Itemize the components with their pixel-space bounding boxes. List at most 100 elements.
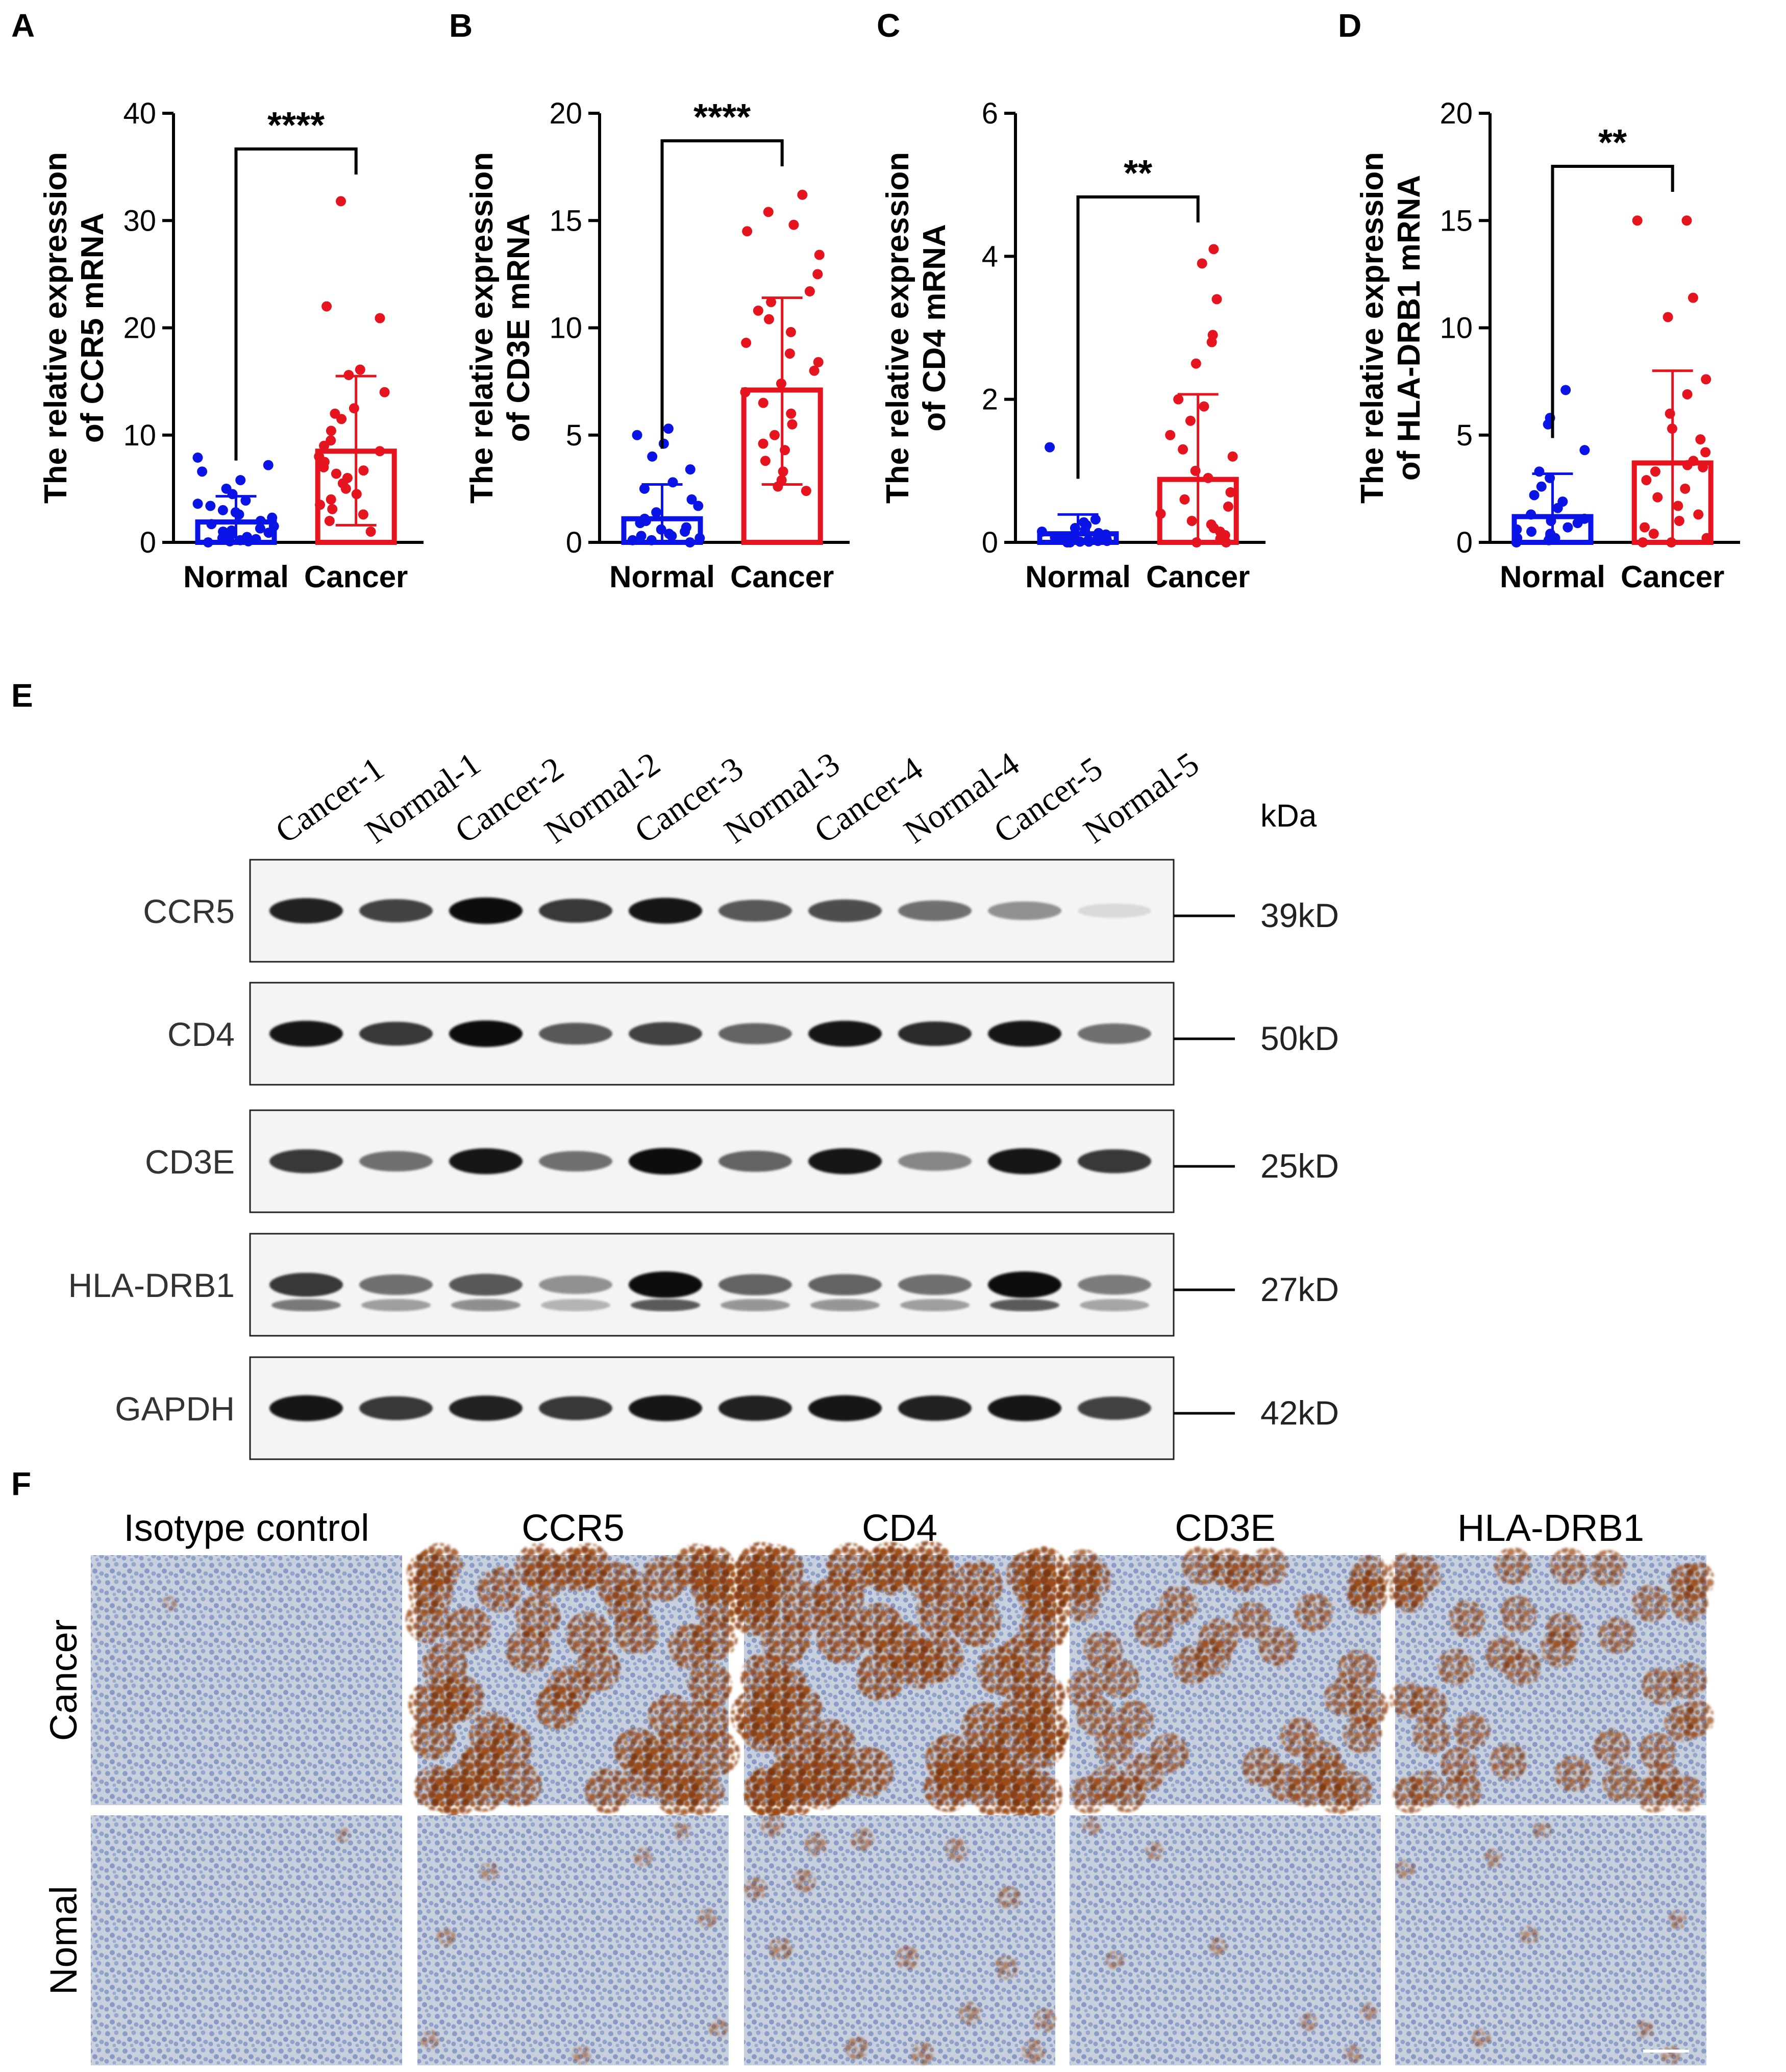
blot-row-cd4: CD4 50kD: [167, 982, 1339, 1086]
ihc-stain: [994, 1956, 1018, 1980]
ihc-stain: [1550, 1547, 1587, 1585]
data-point: [217, 505, 228, 515]
data-point: [375, 446, 385, 457]
blot-band: [988, 1020, 1061, 1047]
data-point: [1638, 537, 1648, 547]
data-point: [1693, 509, 1704, 520]
ihc-stain: [744, 1877, 768, 1901]
data-point: [1562, 522, 1573, 533]
blot-band: [988, 1271, 1061, 1298]
data-point: [758, 438, 768, 449]
blot-band: [988, 901, 1061, 920]
data-point: [1080, 525, 1090, 536]
data-point: [1190, 465, 1201, 476]
data-point: [1045, 442, 1055, 453]
blot-band-lower: [810, 1299, 880, 1311]
ihc-stain: [1437, 1649, 1474, 1686]
blot-band: [359, 1396, 433, 1420]
y-axis-label-line1: The relative expression: [880, 152, 915, 504]
ihc-stain: [687, 1662, 732, 1707]
ihc-stain: [1602, 1765, 1640, 1802]
ihc-stain: [1134, 1609, 1174, 1649]
data-point: [379, 387, 390, 397]
data-point: [1178, 444, 1188, 455]
data-point: [686, 494, 697, 505]
ihc-tissue: [91, 1555, 402, 1805]
ihc-stain: [1396, 1860, 1416, 1880]
data-point: [663, 423, 674, 434]
ihc-stain: [572, 2045, 591, 2065]
blot-band: [1078, 1275, 1151, 1295]
lane-label: Normal-5: [1077, 745, 1206, 851]
ihc-stain: [1083, 1631, 1123, 1670]
ihc-stain: [565, 1543, 611, 1588]
ihc-stain: [1532, 1820, 1552, 1840]
marker-size-label: 42kD: [1260, 1394, 1339, 1432]
ihc-tile: [1070, 1815, 1381, 2065]
protein-label: HLA-DRB1: [68, 1266, 235, 1304]
ihc-stain: [1070, 1775, 1109, 1814]
y-tick-label: 20: [1440, 97, 1473, 130]
ihc-stain: [816, 1614, 866, 1664]
data-point: [778, 466, 788, 477]
ihc-stain: [1182, 1546, 1221, 1585]
data-point: [1223, 501, 1233, 512]
data-point: [636, 531, 647, 541]
ihc-stain: [1150, 1734, 1189, 1773]
ihc-stain: [1639, 1733, 1676, 1770]
ihc-stain: [427, 1767, 473, 1813]
data-point: [1640, 522, 1650, 533]
blot-band: [808, 1020, 882, 1047]
data-point: [1199, 401, 1209, 412]
ihc-stain: [1107, 1774, 1146, 1813]
blot-band: [269, 1149, 343, 1174]
data-point: [240, 495, 251, 506]
ihc-stain: [335, 1827, 351, 1843]
x-tick-label: Cancer: [1621, 560, 1724, 594]
panel-label-c: C: [877, 7, 900, 44]
data-point: [1632, 215, 1643, 226]
y-axis-label-line2: of CD4 mRNA: [917, 224, 952, 431]
blot-band: [1078, 1023, 1151, 1044]
y-tick-label: 10: [549, 312, 582, 345]
blot-band: [898, 1274, 972, 1295]
data-point: [1579, 445, 1590, 456]
data-point: [375, 313, 385, 323]
ihc-stain: [1540, 1630, 1577, 1667]
ihc-stain: [1632, 1585, 1669, 1622]
ihc-stain: [768, 1937, 792, 1960]
data-point: [766, 297, 777, 308]
ihc-stain: [745, 1768, 794, 1817]
blot-band: [629, 1148, 702, 1175]
ihc-stain: [683, 1697, 729, 1742]
data-point: [1648, 529, 1659, 539]
y-tick-label: 4: [982, 240, 998, 273]
data-point: [230, 507, 241, 518]
data-point: [1663, 312, 1673, 322]
protein-label: CCR5: [143, 892, 235, 930]
data-point: [632, 430, 642, 440]
blot-band: [359, 1151, 433, 1172]
data-point: [1674, 515, 1684, 526]
blot-band-lower: [990, 1299, 1059, 1311]
blot-band: [539, 1396, 612, 1420]
blot-band: [359, 899, 433, 922]
ihc-stain: [1022, 2039, 1046, 2063]
blot-band: [359, 1021, 433, 1046]
ihc-stain: [673, 1821, 692, 1841]
data-point: [758, 397, 768, 408]
data-point: [1534, 466, 1545, 477]
chart-d: 0 5 10 15 20 The relative expressionof HLA-DR…: [1355, 97, 1740, 594]
blot-band-lower: [631, 1299, 700, 1311]
ihc-stain: [1490, 1743, 1527, 1780]
data-point: [680, 526, 690, 537]
data-point: [1700, 447, 1711, 458]
data-point: [627, 535, 638, 545]
data-point: [1667, 423, 1677, 434]
ihc-stain: [422, 1643, 467, 1688]
data-point: [331, 468, 341, 479]
marker-size-label: 27kD: [1260, 1270, 1339, 1308]
data-point: [788, 219, 799, 230]
ihc-tissue: [1395, 1815, 1706, 2065]
